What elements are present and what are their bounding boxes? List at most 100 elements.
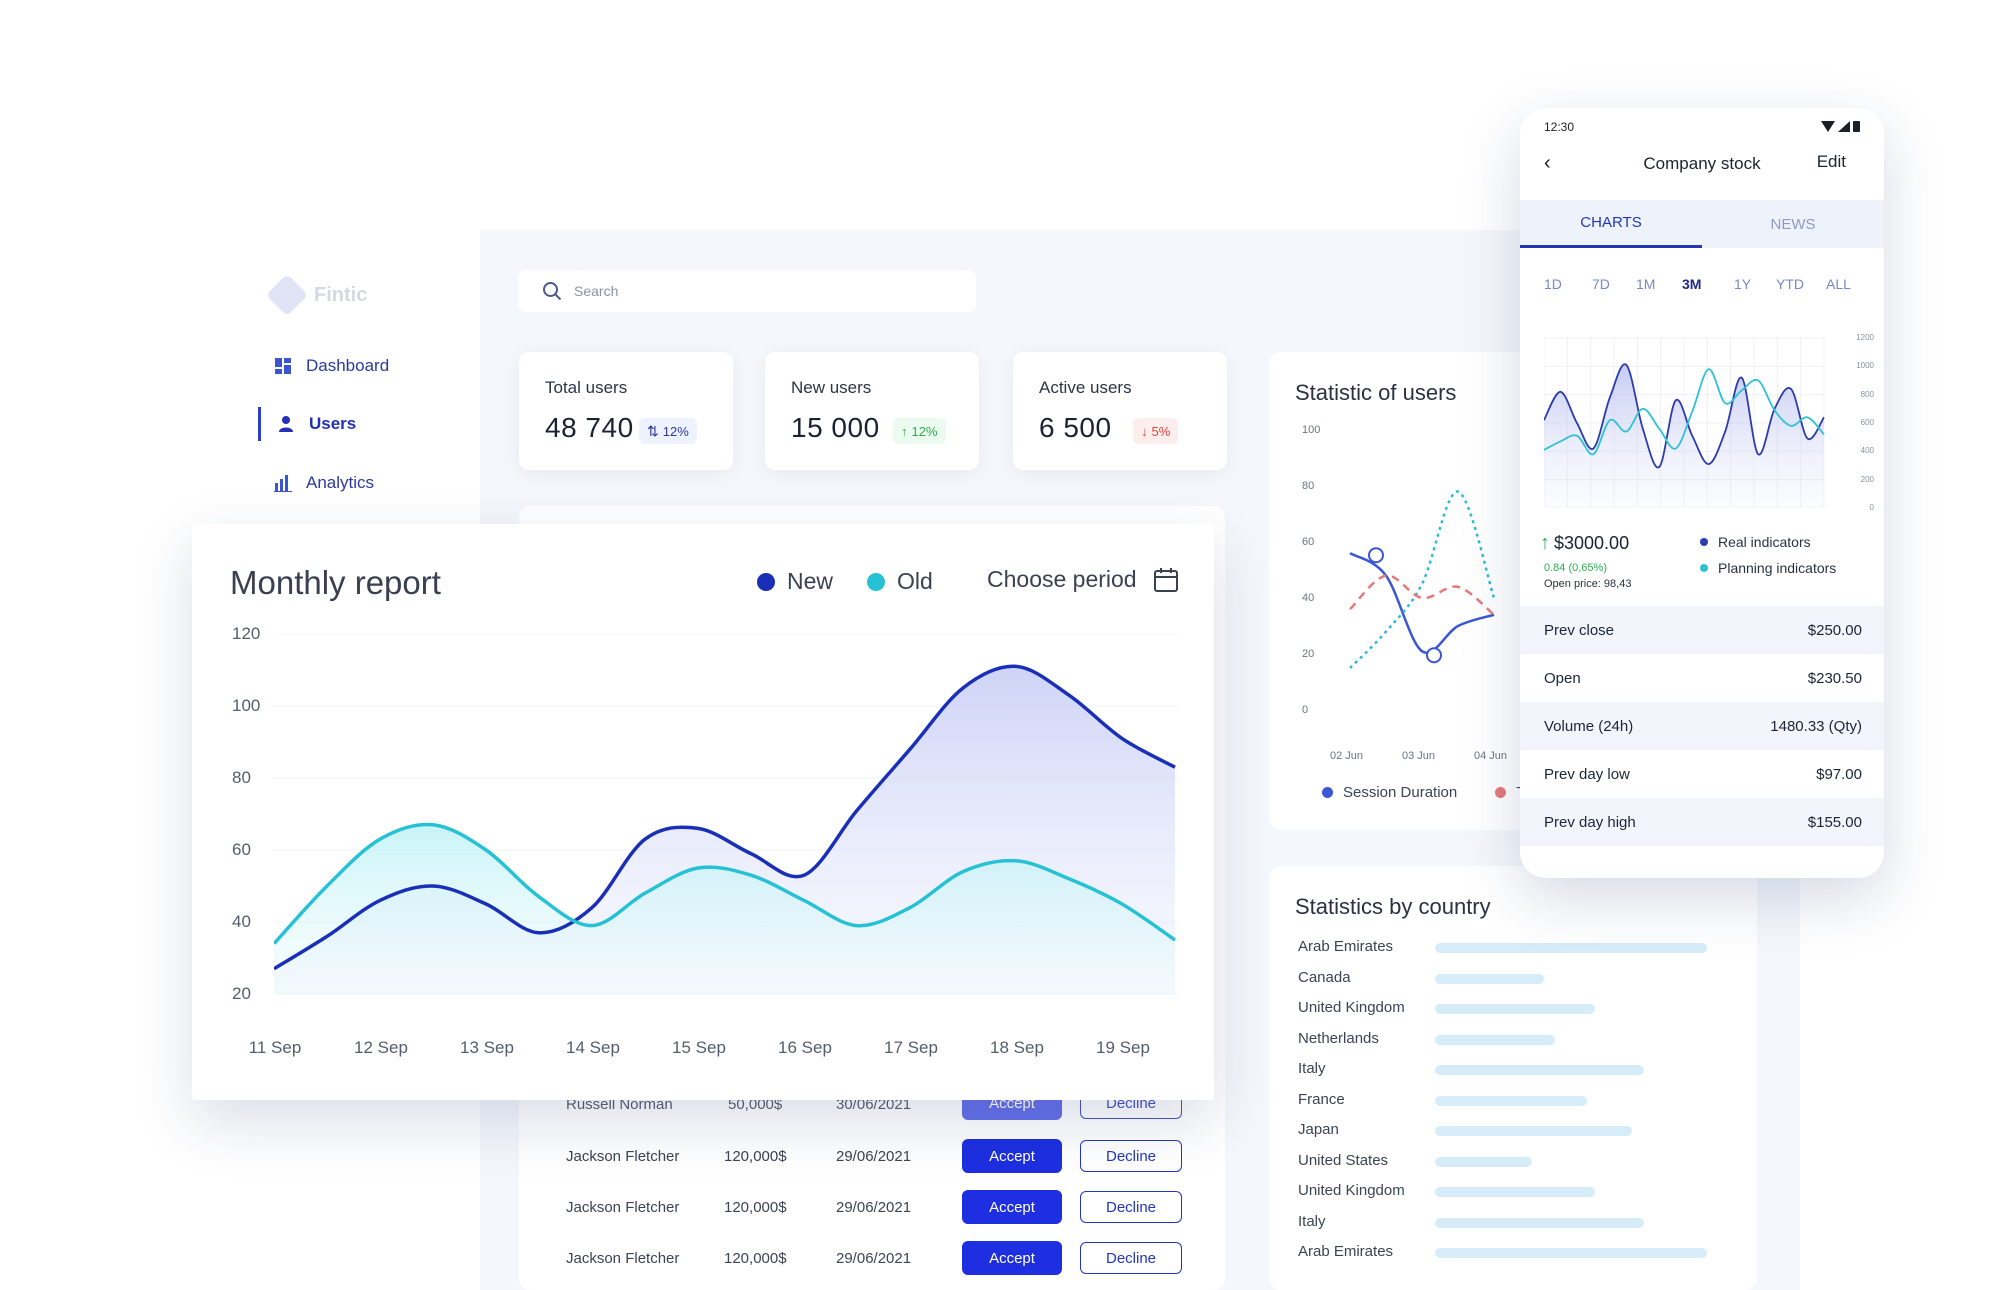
country-bar: [1435, 1126, 1633, 1136]
y-tick-label: 60: [232, 840, 251, 859]
arrow-down-icon: ↓: [1141, 423, 1148, 439]
country-bar: [1435, 943, 1707, 953]
legend-planning: Planning indicators: [1700, 560, 1836, 576]
country-name: France: [1298, 1090, 1345, 1108]
stat-label: Volume (24h): [1544, 717, 1634, 735]
legend-dot: [1700, 564, 1708, 572]
country-name: United Kingdom: [1298, 1182, 1405, 1199]
statistics-by-country-card: Statistics by country: [1269, 866, 1757, 1290]
phone-company-stock: 12:30 ‹ Company stock Edit CHARTS NEWS 1…: [1520, 108, 1884, 878]
sidebar-item-users[interactable]: Users: [258, 407, 356, 441]
stat-card-new-users: New users 15 000 ↑ 12%: [765, 352, 979, 470]
range-option-1m[interactable]: 1M: [1636, 276, 1656, 292]
phone-title: Company stock: [1643, 154, 1761, 173]
country-name: United Kingdom: [1298, 999, 1405, 1016]
sidebar-item-label: Dashboard: [306, 356, 390, 375]
decline-button[interactable]: Decline: [1080, 1242, 1182, 1274]
legend-label: Real indicators: [1718, 534, 1811, 550]
range-option-1d[interactable]: 1D: [1544, 276, 1562, 292]
y-tick-label: 80: [1302, 480, 1315, 492]
stat-change-badge: ⇅ 12%: [639, 418, 697, 444]
y-tick-label: 60: [1302, 536, 1315, 548]
search-placeholder: Search: [574, 283, 619, 299]
country-bar: [1435, 1187, 1596, 1197]
range-option-ytd[interactable]: YTD: [1776, 276, 1804, 292]
accept-button[interactable]: Accept: [962, 1139, 1062, 1173]
country-bar: [1435, 1004, 1596, 1014]
stat-change: 5%: [1151, 423, 1171, 439]
series-area-old: [274, 824, 1175, 994]
status-time: 12:30: [1544, 120, 1575, 134]
stat-value: $97.00: [1816, 765, 1862, 783]
accept-button[interactable]: Accept: [962, 1241, 1062, 1275]
monthly-report-title: Monthly report: [230, 564, 441, 601]
tab-charts[interactable]: CHARTS: [1520, 200, 1702, 248]
stock-price: $3000.00: [1554, 533, 1630, 553]
battery-icon: [1853, 121, 1860, 132]
x-tick-label: 12 Sep: [354, 1038, 408, 1057]
y-tick-label: 200: [1860, 474, 1874, 484]
range-option-7d[interactable]: 7D: [1592, 276, 1610, 292]
search-icon: [543, 282, 562, 301]
wifi-icon: [1821, 120, 1835, 132]
sort-arrows-icon: ⇅: [647, 422, 659, 439]
tab-news[interactable]: NEWS: [1770, 215, 1816, 233]
edit-button[interactable]: Edit: [1816, 152, 1846, 171]
logo-icon: [265, 273, 309, 317]
stat-card-total-users: Total users 48 740 ⇅ 12%: [519, 352, 733, 470]
search-input[interactable]: Search: [518, 270, 976, 312]
table-row: Jackson Fletcher 120,000$ 29/06/2021 Acc…: [566, 1136, 1206, 1176]
back-icon[interactable]: ‹: [1544, 152, 1551, 174]
y-tick-label: 800: [1860, 389, 1874, 399]
table-row: Jackson Fletcher 120,000$ 29/06/2021 Acc…: [566, 1238, 1206, 1278]
range-option-all[interactable]: ALL: [1826, 276, 1851, 292]
sidebar-item-label: Users: [309, 414, 357, 433]
accept-button[interactable]: Accept: [962, 1190, 1062, 1224]
legend-dot: [757, 572, 775, 591]
legend-real: Real indicators: [1700, 534, 1811, 550]
decline-button[interactable]: Decline: [1080, 1191, 1182, 1223]
country-name: Arab Emirates: [1298, 1243, 1394, 1260]
legend-dot: [1700, 538, 1708, 546]
sidebar-item-label: Analytics: [306, 473, 375, 492]
stock-stat-row: Prev day high $155.00: [1520, 798, 1884, 846]
series-area-real: [1544, 364, 1824, 508]
country-name: Italy: [1298, 1060, 1326, 1077]
legend-label: Old: [897, 568, 933, 594]
series-point: [1368, 547, 1384, 564]
row-name: Jackson Fletcher: [566, 1198, 680, 1216]
row-amount: 120,000$: [724, 1249, 787, 1267]
legend-dot: [1322, 787, 1333, 798]
sidebar-item-dashboard[interactable]: Dashboard: [260, 349, 389, 383]
user-icon: [277, 415, 295, 433]
signal-icon: [1838, 120, 1850, 132]
stat-value: 15 000: [791, 412, 880, 443]
row-amount: 120,000$: [724, 1198, 787, 1216]
app-logo: Fintic: [265, 273, 367, 317]
range-option-1y[interactable]: 1Y: [1734, 276, 1752, 292]
open-price: Open price: 98,43: [1544, 578, 1632, 590]
x-tick-label: 04 Jun: [1474, 750, 1508, 762]
country-name: Japan: [1298, 1121, 1339, 1138]
stat-value: 1480.33 (Qty): [1770, 717, 1862, 735]
range-option-3m[interactable]: 3M: [1682, 276, 1702, 292]
y-tick-label: 0: [1869, 503, 1874, 512]
country-bar: [1435, 1034, 1556, 1045]
bar-chart-icon: [274, 474, 292, 492]
status-icons: [1821, 120, 1860, 132]
choose-period-button[interactable]: Choose period: [987, 566, 1179, 593]
x-tick-label: 13 Sep: [460, 1038, 514, 1057]
y-tick-label: 400: [1860, 446, 1874, 456]
price-row: ↑ $3000.00: [1540, 532, 1629, 555]
sidebar-item-analytics[interactable]: Analytics: [260, 466, 374, 500]
x-tick-label: 14 Sep: [566, 1038, 620, 1057]
country-name: Italy: [1298, 1212, 1326, 1230]
x-tick-label: 16 Sep: [778, 1038, 832, 1057]
stock-chart: [1544, 337, 1825, 508]
country-bar: [1435, 1248, 1707, 1258]
period-label: Choose period: [987, 566, 1137, 592]
country-bar: [1435, 1065, 1644, 1075]
stat-card-active-users: Active users 6 500 ↓ 5%: [1013, 352, 1227, 470]
decline-button[interactable]: Decline: [1080, 1140, 1182, 1172]
stat-label: New users: [791, 378, 872, 397]
